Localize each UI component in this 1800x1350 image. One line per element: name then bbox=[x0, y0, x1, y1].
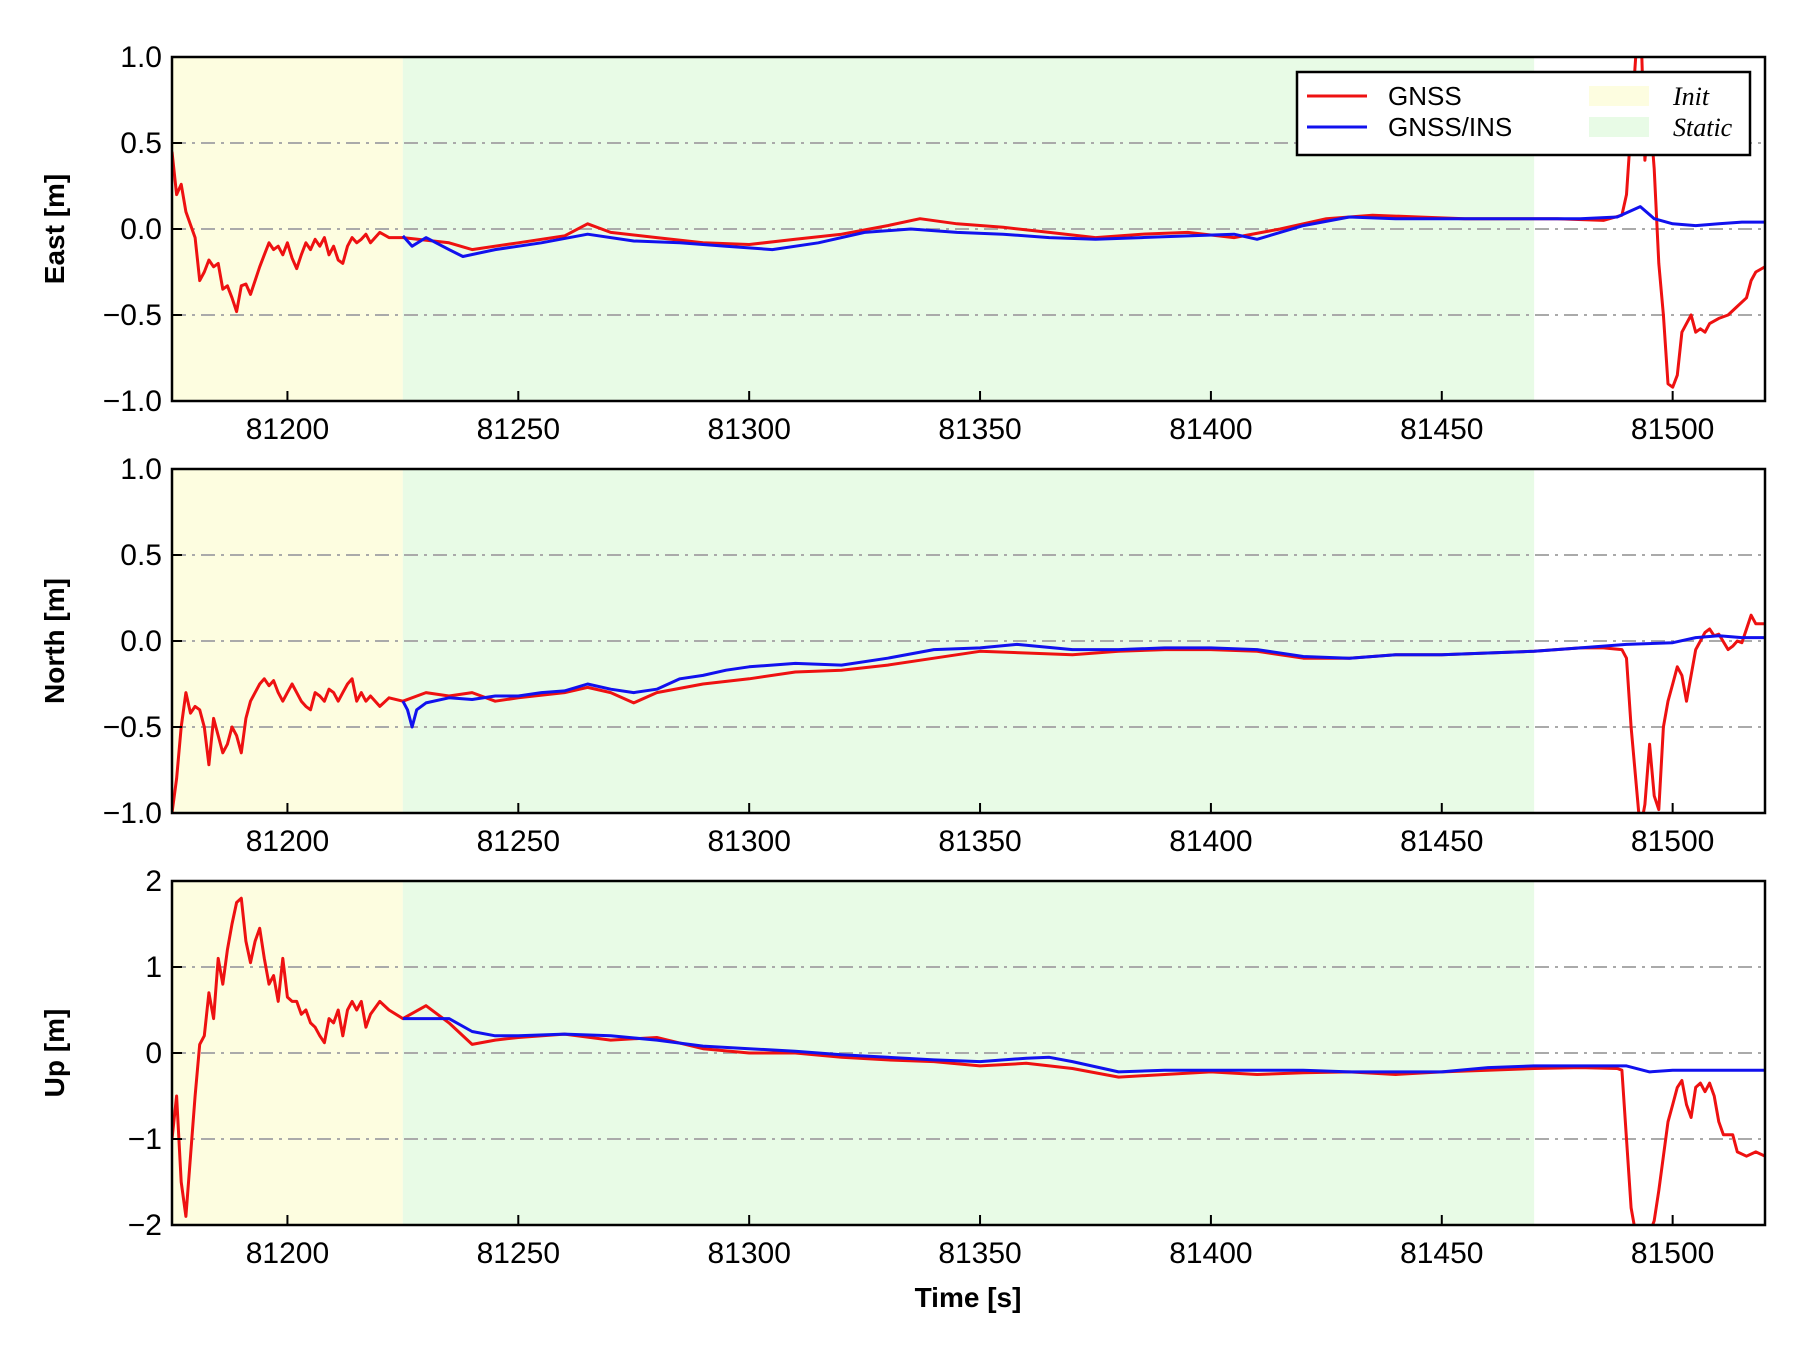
x-tick-label: 81200 bbox=[246, 825, 329, 858]
legend-label: GNSS bbox=[1388, 81, 1462, 111]
x-tick-label: 81250 bbox=[477, 825, 560, 858]
y-tick-label: −1.0 bbox=[103, 797, 162, 830]
up-panel: 81200 81250 81300 81350 81400 81450 81500 −2 −1 0… bbox=[39, 865, 1767, 1270]
y-tick-label: 0.0 bbox=[120, 213, 162, 246]
y-tick-label: −0.5 bbox=[103, 299, 162, 332]
x-tick-label: 81450 bbox=[1400, 825, 1483, 858]
x-tick-label: 81200 bbox=[246, 1237, 329, 1270]
x-tick-label: 81350 bbox=[938, 825, 1021, 858]
legend-label: Static bbox=[1673, 113, 1733, 142]
y-axis-label: North [m] bbox=[39, 578, 70, 704]
x-tick-label: 81300 bbox=[707, 413, 790, 446]
legend-swatch-init bbox=[1589, 86, 1649, 106]
series-line-gnss-ins bbox=[401, 634, 1765, 729]
y-tick-label: −2 bbox=[128, 1209, 162, 1242]
series-line-gnss bbox=[172, 613, 1765, 813]
x-tick-label: 81300 bbox=[707, 825, 790, 858]
y-tick-label: 0.0 bbox=[120, 625, 162, 658]
y-tick-label: 0 bbox=[145, 1037, 162, 1070]
x-tick-label: 81500 bbox=[1631, 1237, 1714, 1270]
x-tick-label: 81500 bbox=[1631, 413, 1714, 446]
x-tick-label: 81400 bbox=[1169, 825, 1252, 858]
legend-label: Init bbox=[1672, 82, 1710, 111]
x-tick-label: 81200 bbox=[246, 413, 329, 446]
x-axis-label: Time [s] bbox=[915, 1282, 1022, 1313]
y-tick-label: −1.0 bbox=[103, 385, 162, 418]
legend-swatch-static bbox=[1589, 117, 1649, 137]
y-tick-label: −1 bbox=[128, 1123, 162, 1156]
x-tick-label: 81250 bbox=[477, 1237, 560, 1270]
y-tick-label: 1 bbox=[145, 951, 162, 984]
y-tick-label: 1.0 bbox=[120, 453, 162, 486]
y-axis-label: Up [m] bbox=[39, 1009, 70, 1098]
legend-label: GNSS/INS bbox=[1388, 112, 1512, 142]
y-tick-label: −0.5 bbox=[103, 711, 162, 744]
series-line-gnss-ins bbox=[402, 1017, 1765, 1074]
legend-frame bbox=[1295, 70, 1752, 157]
north-panel: 81200 81250 81300 81350 81400 81450 81500 −1.0 −… bbox=[39, 453, 1767, 858]
y-tick-label: 0.5 bbox=[120, 539, 162, 572]
y-axis-label: East [m] bbox=[39, 174, 70, 284]
y-tick-label: 0.5 bbox=[120, 127, 162, 160]
y-tick-label: 2 bbox=[145, 865, 162, 898]
series-line-gnss-ins bbox=[401, 205, 1765, 258]
x-tick-label: 81350 bbox=[938, 1237, 1021, 1270]
x-tick-label: 81400 bbox=[1169, 1237, 1252, 1270]
series-line-gnss bbox=[172, 57, 1765, 389]
y-tick-label: 1.0 bbox=[120, 41, 162, 74]
x-tick-label: 81400 bbox=[1169, 413, 1252, 446]
x-tick-label: 81300 bbox=[707, 1237, 790, 1270]
x-tick-label: 81350 bbox=[938, 413, 1021, 446]
x-tick-label: 81250 bbox=[477, 413, 560, 446]
x-tick-label: 81450 bbox=[1400, 413, 1483, 446]
x-tick-label: 81450 bbox=[1400, 1237, 1483, 1270]
x-tick-label: 81500 bbox=[1631, 825, 1714, 858]
